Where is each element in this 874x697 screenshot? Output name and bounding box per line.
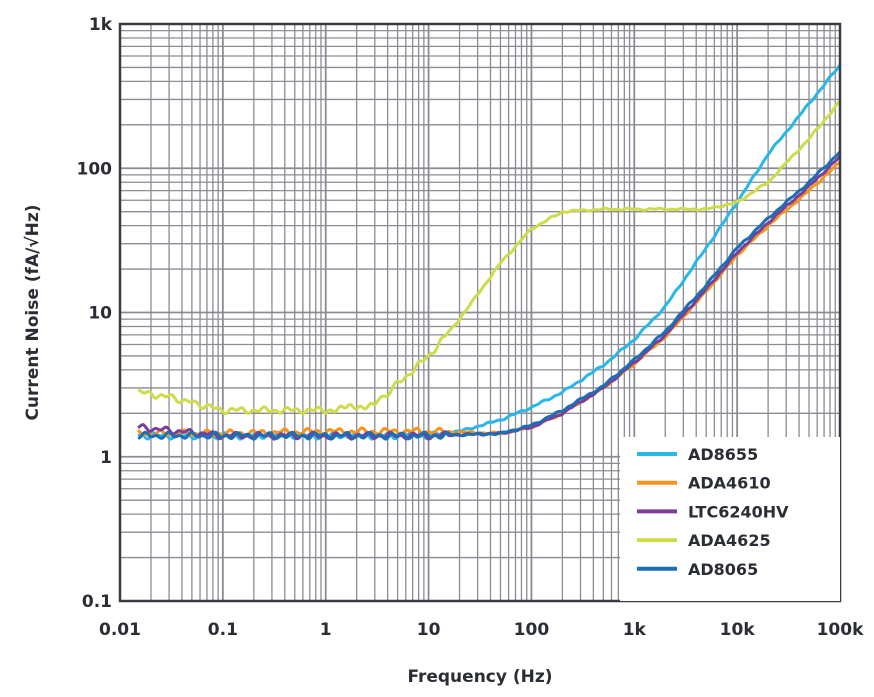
legend-label: AD8655 (688, 445, 758, 464)
x-axis-label: Frequency (Hz) (407, 667, 552, 687)
plot-frame (118, 22, 842, 603)
y-tick-label: 10 (88, 304, 112, 324)
y-axis-label: Current Noise (fA/√Hz) (23, 204, 43, 420)
y-tick-label: 1k (89, 15, 113, 35)
series-line-ltc6240hv (137, 155, 841, 441)
legend-label: ADA4625 (688, 531, 771, 550)
x-tick-label: 10 (417, 620, 441, 640)
legend-box (620, 437, 840, 601)
y-tick-label: 100 (77, 159, 113, 179)
x-tick-label: 1k (623, 620, 647, 640)
x-tick-label: 0.1 (208, 620, 238, 640)
x-tick-label: 1 (320, 620, 332, 640)
x-tick-label: 10k (720, 620, 756, 640)
tick-labels: 0.01 0.1 1 10 100 1k 10k 100k 0.1 1 10 100 1k (77, 15, 865, 640)
x-tick-label: 100k (817, 620, 864, 640)
legend-label: AD8065 (688, 560, 758, 579)
legend: AD8655 ADA4610 LTC6240HV ADA4625 AD8065 (620, 437, 840, 601)
series-line-ada4625 (137, 100, 841, 416)
legend-label: LTC6240HV (688, 502, 789, 521)
y-tick-label: 1 (100, 448, 112, 468)
x-tick-label: 100 (514, 620, 550, 640)
x-tick-label: 0.01 (99, 620, 141, 640)
series-lines (137, 64, 842, 441)
y-tick-label: 0.1 (82, 592, 112, 612)
series-line-ad8065 (137, 150, 842, 441)
legend-label: ADA4610 (688, 474, 771, 493)
